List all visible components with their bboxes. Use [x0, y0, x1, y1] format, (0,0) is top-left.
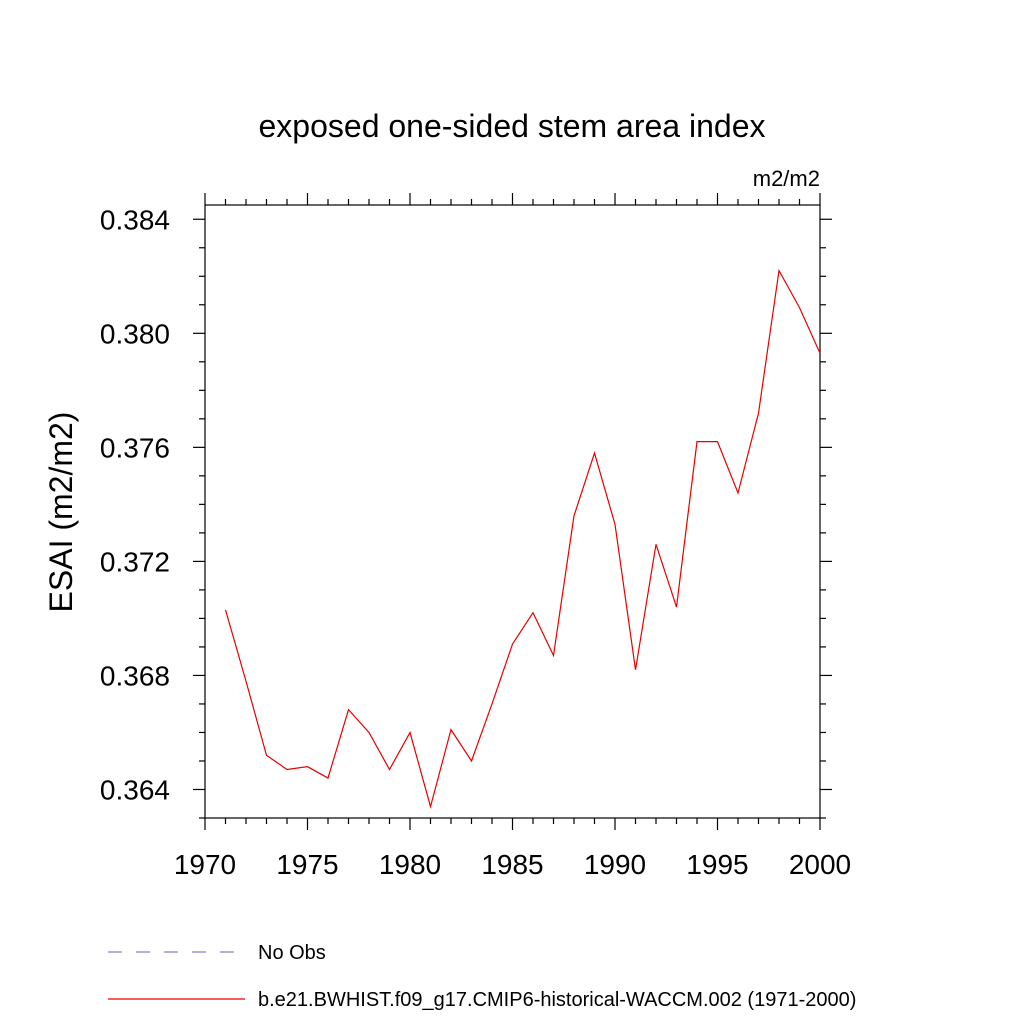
axis-ticks: 1970 1975 1980 1985 1990 1995 2000 0.364 0.368 0.…	[100, 193, 851, 880]
x-tick-label: 1970	[174, 849, 236, 880]
y-tick-label: 0.384	[100, 204, 170, 235]
legend-label: b.e21.BWHIST.f09_g17.CMIP6-historical-WA…	[258, 989, 856, 1011]
legend-label: No Obs	[258, 942, 326, 964]
y-tick-label: 0.364	[100, 774, 170, 805]
x-tick-label: 1985	[481, 849, 543, 880]
y-tick-label: 0.380	[100, 318, 170, 349]
plot-frame	[204, 204, 821, 819]
y-tick-label: 0.372	[100, 546, 170, 577]
legend: No Obs b.e21.BWHIST.f09_g17.CMIP6-histori…	[108, 942, 856, 1011]
x-tick-label: 1980	[379, 849, 441, 880]
x-tick-label: 2000	[789, 849, 851, 880]
series-layer	[224, 268, 821, 809]
y-tick-label: 0.376	[100, 432, 170, 463]
x-tick-label: 1990	[584, 849, 646, 880]
series-line	[224, 268, 821, 809]
units-label: m2/m2	[753, 166, 820, 191]
y-tick-label: 0.368	[100, 660, 170, 691]
chart-title: exposed one-sided stem area index	[259, 108, 766, 144]
y-axis-label: ESAI (m2/m2)	[43, 412, 79, 613]
x-tick-label: 1995	[686, 849, 748, 880]
x-tick-label: 1975	[276, 849, 338, 880]
